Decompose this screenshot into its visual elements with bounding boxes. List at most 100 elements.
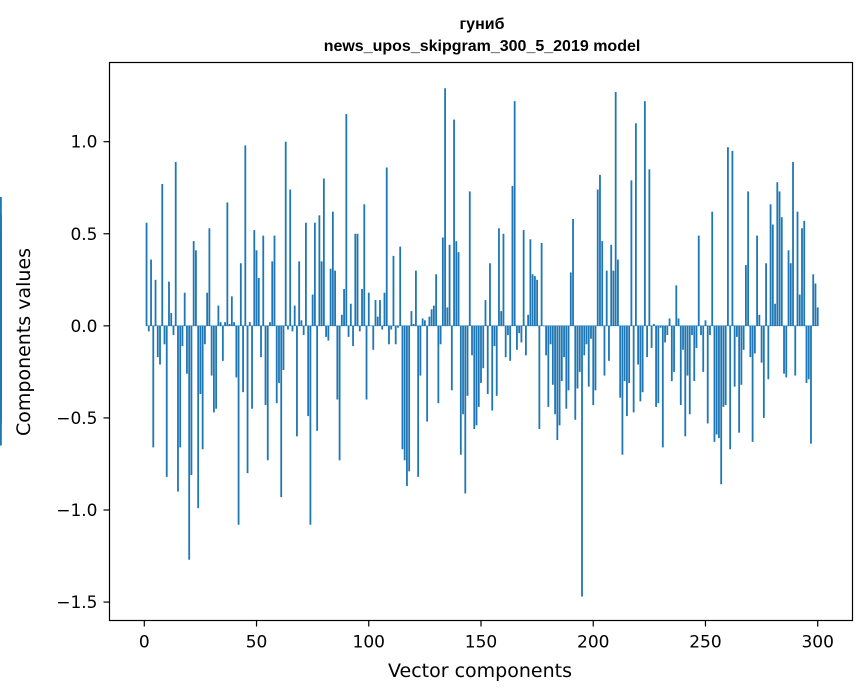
bar [352, 325, 354, 347]
bar [484, 300, 487, 326]
bar [801, 228, 803, 326]
bar [525, 325, 527, 356]
bar [736, 325, 738, 337]
bar [639, 325, 642, 402]
bar [493, 325, 496, 347]
bar [154, 279, 157, 326]
bar [217, 305, 220, 326]
bar [471, 325, 473, 356]
bar [498, 228, 500, 326]
bar [547, 325, 550, 407]
bar [792, 161, 794, 326]
bar [237, 325, 240, 525]
bar [516, 325, 518, 350]
bar [432, 305, 435, 326]
y-tick-label: −1.5 [56, 593, 97, 613]
bar [565, 325, 568, 409]
bar [262, 235, 265, 326]
bar [289, 189, 292, 326]
y-tick-label: 0.5 [70, 225, 97, 245]
bar [181, 325, 184, 347]
bar [230, 296, 233, 326]
bar [248, 322, 251, 326]
bar [805, 325, 808, 383]
bar [796, 211, 799, 326]
y-tick-label: 1.0 [70, 133, 97, 153]
bar [334, 270, 336, 326]
bar [320, 261, 323, 326]
bar [718, 325, 720, 439]
bar [179, 325, 182, 448]
bar [475, 325, 478, 426]
bar [186, 325, 188, 374]
bar [316, 325, 319, 431]
bar [632, 325, 635, 413]
bar [464, 325, 467, 494]
bar [511, 185, 514, 326]
bar [307, 325, 310, 417]
bar [275, 325, 278, 404]
bar [610, 244, 613, 326]
bar [812, 274, 815, 326]
bar [408, 325, 411, 472]
bar [392, 255, 395, 326]
bar [466, 325, 469, 396]
bar [313, 222, 316, 326]
x-axis: 0 50 100 150 200 250 300 [139, 620, 834, 653]
bar [177, 325, 179, 492]
bar [397, 325, 399, 328]
bar [367, 292, 370, 326]
bar [269, 322, 271, 326]
bar [421, 318, 424, 326]
bar [327, 325, 330, 341]
bar [785, 325, 788, 378]
bar [574, 325, 577, 420]
bar [641, 325, 644, 393]
bar [713, 325, 716, 442]
x-axis-label: Vector components [388, 660, 572, 682]
bar [212, 325, 215, 413]
bar [188, 325, 191, 560]
bar [814, 283, 817, 326]
bar [648, 169, 651, 326]
bar [798, 294, 801, 326]
bar [709, 325, 711, 336]
bar [751, 325, 754, 442]
bar [702, 325, 705, 372]
bar [500, 311, 503, 326]
bar [430, 309, 433, 326]
bar [152, 325, 155, 448]
bar [572, 219, 574, 326]
bar [437, 325, 440, 404]
bar [412, 324, 415, 326]
bar [228, 324, 231, 326]
bar [264, 325, 267, 406]
bar [686, 325, 689, 376]
bar [769, 204, 772, 326]
bar [774, 303, 776, 326]
bar [715, 325, 718, 435]
bar [399, 246, 402, 326]
bar [724, 325, 727, 406]
bar [587, 325, 590, 387]
bar [778, 191, 781, 326]
bar [697, 235, 700, 326]
bar [296, 325, 298, 437]
bar [762, 325, 765, 418]
bar [0, 314, 2, 326]
bar [226, 202, 229, 326]
bar [756, 235, 758, 326]
bar [343, 289, 345, 326]
bar [520, 325, 523, 343]
x-tick-label: 250 [689, 633, 721, 653]
bar [215, 325, 218, 409]
bar [195, 250, 197, 326]
bar [621, 325, 624, 455]
bar [783, 325, 785, 374]
bar [453, 119, 455, 326]
bar [174, 161, 177, 326]
bar [376, 316, 379, 326]
bar [291, 325, 294, 332]
bar [161, 184, 164, 326]
